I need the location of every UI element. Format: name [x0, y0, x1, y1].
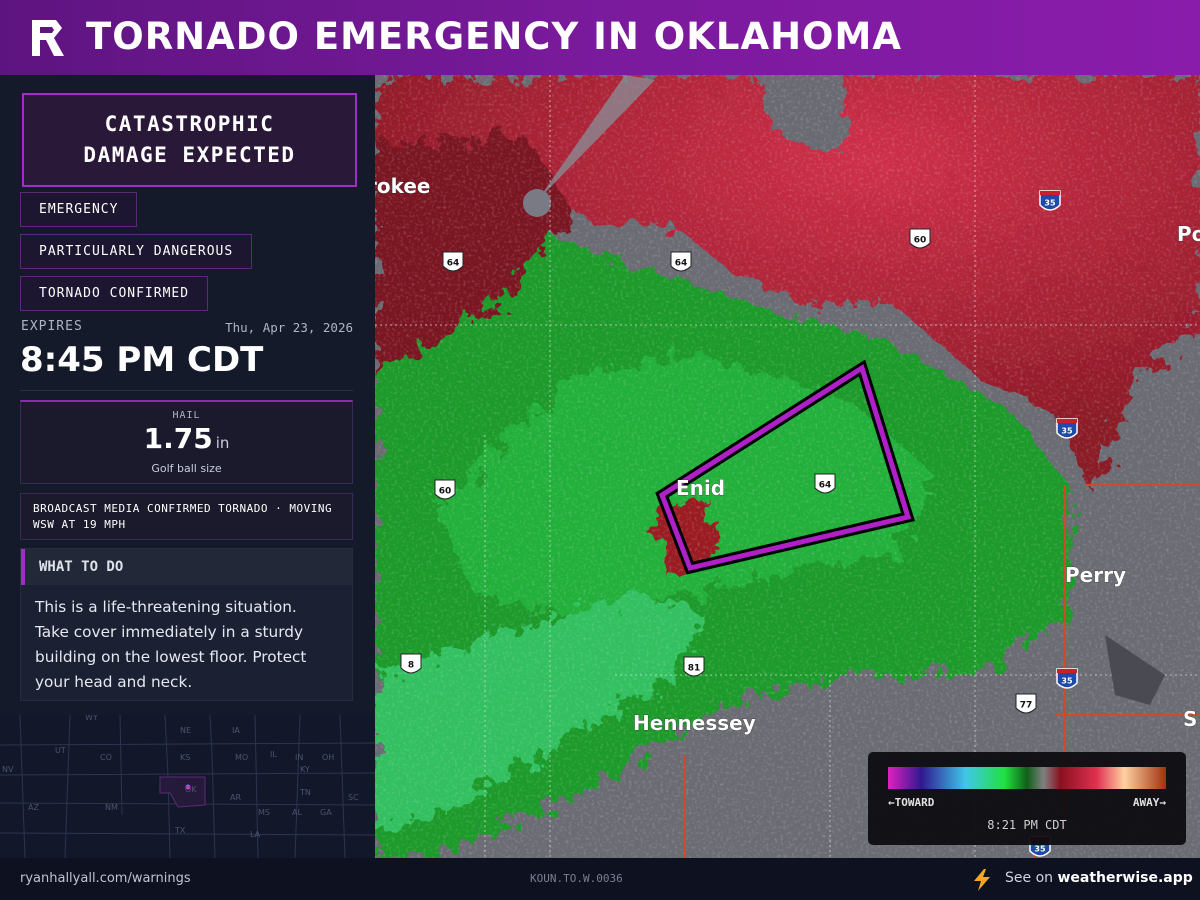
state-label: MS	[258, 808, 270, 817]
state-label: MO	[235, 753, 248, 762]
legend-toward: ←TOWARD	[888, 796, 935, 809]
warning-id: KOUN.TO.W.0036	[530, 872, 623, 885]
date: Thu, Apr 23, 2026	[225, 320, 353, 335]
hail-unit: in	[215, 434, 230, 452]
hail-label: HAIL	[172, 410, 201, 421]
highway-number: 8	[408, 661, 414, 671]
place-label: Enid	[676, 476, 725, 500]
divider	[20, 390, 353, 391]
highway-number: 81	[688, 664, 701, 674]
highway-number: 64	[675, 259, 688, 269]
highway-shield	[442, 251, 464, 272]
title: TORNADO EMERGENCY IN OKLAHOMA	[86, 15, 902, 58]
interstate-number: 35	[1044, 199, 1056, 208]
highway-shield	[1015, 693, 1037, 714]
interstate-band	[1040, 191, 1060, 195]
state-label: IN	[295, 753, 303, 762]
place-label: Po	[1177, 222, 1200, 246]
state-label: KS	[180, 753, 190, 762]
state-label: NE	[180, 726, 191, 735]
state-label: GA	[320, 808, 332, 817]
state-label: KY	[300, 765, 310, 774]
what-to-do-text: This is a life-threatening situation. Ta…	[35, 598, 307, 691]
interstate-band	[1057, 669, 1077, 673]
headline: CATASTROPHIC DAMAGE EXPECTED	[83, 112, 296, 167]
highway-number: 60	[439, 487, 452, 497]
minimap: WY NE IA NV UT CO KS MO IL IN KY OH OK AR TN AZ NM MS AL GA…	[0, 715, 375, 858]
state-label: SC	[348, 793, 359, 802]
place-label: Perry	[1065, 563, 1126, 587]
interstate-shield	[1039, 190, 1061, 211]
hail-description: Golf ball size	[151, 462, 222, 475]
see-on: See on	[1005, 870, 1054, 886]
site[interactable]: weatherwise.app	[1057, 870, 1193, 886]
legend-time: 8:21 PM CDT	[987, 818, 1066, 832]
state-label: AZ	[28, 803, 39, 812]
place-label: Hennessey	[633, 711, 756, 735]
state-label: AL	[292, 808, 302, 817]
bolt-icon	[974, 869, 990, 891]
legend-gradient	[888, 767, 1166, 789]
interstate-number: 35	[1034, 845, 1046, 854]
state-label: LA	[250, 830, 261, 839]
footer-link[interactable]: See on weatherwise.app	[1005, 870, 1193, 886]
velocity-legend: ←TOWARD AWAY→ 8:21 PM CDT	[868, 752, 1186, 845]
interstate-band	[1057, 419, 1077, 423]
footer: ryanhallyall.com/warnings KOUN.TO.W.0036…	[0, 858, 1200, 900]
what-to-do-title: WHAT TO DO	[21, 549, 352, 585]
highway-shield	[400, 653, 422, 674]
state-label: IA	[232, 726, 240, 735]
state-label: WY	[85, 715, 98, 722]
headline-box: CATASTROPHIC DAMAGE EXPECTED	[22, 93, 357, 187]
hail-size: 1.75	[143, 422, 213, 455]
highway-number: 64	[447, 259, 460, 269]
state-label: AR	[230, 793, 241, 802]
what-to-do-box: WHAT TO DO This is a life-threatening si…	[20, 548, 353, 701]
state-label: OK	[185, 785, 197, 794]
highway-shield	[434, 479, 456, 500]
expires-time: 8:45 PM CDT	[20, 340, 264, 380]
state-label: NV	[2, 765, 14, 774]
details: BROADCAST MEDIA CONFIRMED TORNADO · MOVI…	[20, 493, 353, 540]
tag: EMERGENCY	[20, 192, 138, 227]
interstate-shield	[1056, 418, 1078, 439]
interstate-number: 35	[1061, 427, 1073, 436]
footer-url[interactable]: ryanhallyall.com/warnings	[20, 871, 191, 886]
highway-shield	[909, 228, 931, 249]
place-label: rokee	[375, 174, 431, 198]
highway-number: 60	[914, 236, 927, 246]
state-label: IL	[270, 750, 277, 759]
radar-map: rokee Enid Perry Hennessey Po S 64 64 60 60 64 81 8 7…	[375, 75, 1200, 858]
state-label: NM	[105, 803, 118, 812]
interstate-number: 35	[1061, 677, 1073, 686]
state-label: TX	[174, 826, 186, 835]
hail-box: HAIL 1.75 in Golf ball size	[20, 400, 353, 484]
tag: PARTICULARLY DANGEROUS	[20, 234, 253, 269]
expires-label: EXPIRES	[21, 319, 83, 334]
state-label: UT	[55, 746, 66, 755]
legend-away: AWAY→	[1133, 796, 1166, 809]
hail-value: 1.75 in	[21, 422, 352, 460]
place-label: S	[1183, 707, 1197, 731]
logo	[32, 20, 64, 56]
highway-number: 64	[819, 481, 832, 491]
state-label: TN	[299, 788, 311, 797]
highway-number: 77	[1020, 701, 1033, 711]
header: TORNADO EMERGENCY IN OKLAHOMA	[0, 0, 1200, 75]
tag: TORNADO CONFIRMED	[20, 276, 209, 311]
highway-shield	[814, 473, 836, 494]
interstate-shield	[1056, 668, 1078, 689]
highway-shield	[670, 251, 692, 272]
state-label: CO	[100, 753, 112, 762]
highway-shield	[683, 656, 705, 677]
state-label: OH	[322, 753, 334, 762]
